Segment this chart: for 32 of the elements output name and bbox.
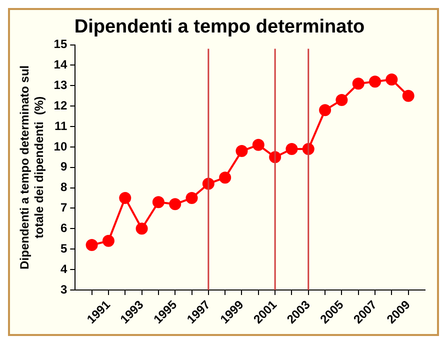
- y-tick-label: 8: [60, 180, 68, 194]
- y-tick-label: 3: [60, 282, 68, 296]
- y-tick-label: 10: [54, 139, 68, 154]
- point: [319, 104, 332, 116]
- y-tick-label: 11: [54, 118, 68, 133]
- chart-title: Dipendenti a tempo determinato: [74, 16, 365, 38]
- point: [336, 94, 348, 106]
- point: [286, 142, 298, 155]
- point: [136, 222, 148, 235]
- point: [352, 78, 364, 90]
- y-tick-label: 4: [60, 262, 68, 276]
- y-tick-label: 5: [60, 241, 68, 256]
- point: [86, 239, 98, 251]
- point: [152, 196, 164, 208]
- point: [236, 145, 248, 158]
- y-axis-title: Dipendenti a tempo determinato sul totale dei dipendenti (%): [18, 65, 46, 270]
- y-tick-label: 13: [54, 78, 68, 92]
- y-tick-label: 15: [54, 37, 68, 52]
- y-tick-label: 7: [60, 200, 68, 215]
- y-tick-label: 9: [60, 160, 68, 174]
- y-tick-label: 6: [60, 220, 68, 235]
- point: [386, 74, 398, 86]
- y-tick-label: 12: [54, 98, 68, 112]
- point: [219, 172, 232, 184]
- point: [402, 90, 414, 102]
- y-tick-label: 14: [54, 58, 68, 72]
- point: [186, 192, 198, 204]
- point: [119, 192, 132, 204]
- point: [169, 198, 182, 210]
- point: [102, 234, 114, 247]
- point: [369, 76, 382, 88]
- point: [252, 138, 264, 151]
